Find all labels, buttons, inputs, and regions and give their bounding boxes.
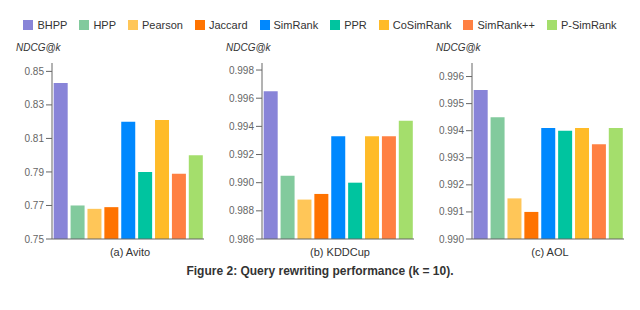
- svg-text:0.998: 0.998: [229, 65, 254, 76]
- svg-text:0.988: 0.988: [229, 205, 254, 216]
- html-text:(a) Avito: (a) Avito: [109, 246, 151, 258]
- html-text:P-SimRank: P-SimRank: [561, 19, 617, 31]
- html-text:NDCG@k: NDCG@k: [436, 42, 481, 53]
- svg-text:0.986: 0.986: [229, 234, 254, 243]
- html-text:SimRank++: SimRank++: [477, 19, 535, 31]
- svg-text:0.993: 0.993: [439, 152, 464, 163]
- svg-text:0.79: 0.79: [25, 167, 45, 178]
- html-text:CoSimRank: CoSimRank: [392, 19, 452, 31]
- svg-text:0.992: 0.992: [229, 149, 254, 160]
- svg-text:0.83: 0.83: [25, 99, 45, 110]
- svg-text:0.77: 0.77: [25, 200, 45, 211]
- svg-text:0.991: 0.991: [439, 206, 464, 217]
- svg-text:0.85: 0.85: [25, 66, 45, 77]
- svg-text:0.994: 0.994: [229, 121, 254, 132]
- html-text:SimRank: SimRank: [273, 19, 319, 31]
- html-text:PPR: PPR: [344, 19, 367, 31]
- html-text:(c) AOL: (c) AOL: [531, 246, 569, 258]
- svg-text:0.994: 0.994: [439, 125, 464, 136]
- svg-text:0.996: 0.996: [439, 71, 464, 82]
- html-text:NDCG@k: NDCG@k: [226, 42, 271, 53]
- html-text:Figure 2: Query rewriting perf: Figure 2: Query rewriting performance (k…: [186, 264, 454, 278]
- svg-text:0.990: 0.990: [439, 234, 464, 243]
- html-text:(b) KDDCup: (b) KDDCup: [310, 246, 370, 258]
- html-text:BHPP: BHPP: [37, 19, 68, 31]
- svg-text:0.75: 0.75: [25, 234, 45, 243]
- svg-text:0.995: 0.995: [439, 98, 464, 109]
- svg-text:0.990: 0.990: [229, 177, 254, 188]
- html-text:Jaccard: Jaccard: [209, 19, 248, 31]
- html-text:NDCG@k: NDCG@k: [16, 42, 61, 53]
- html-text:HPP: HPP: [93, 19, 116, 31]
- svg-text:0.996: 0.996: [229, 93, 254, 104]
- svg-text:0.81: 0.81: [25, 133, 45, 144]
- html-text:Pearson: Pearson: [142, 19, 183, 31]
- svg-text:0.992: 0.992: [439, 179, 464, 190]
